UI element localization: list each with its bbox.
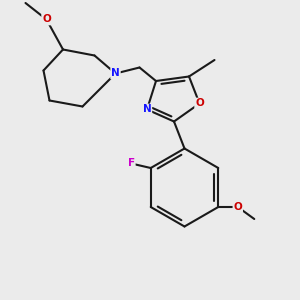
Text: N: N [111,68,120,79]
Text: N: N [142,104,152,115]
Text: O: O [42,14,51,25]
Text: O: O [195,98,204,109]
Text: F: F [128,158,135,169]
Text: O: O [233,202,242,212]
